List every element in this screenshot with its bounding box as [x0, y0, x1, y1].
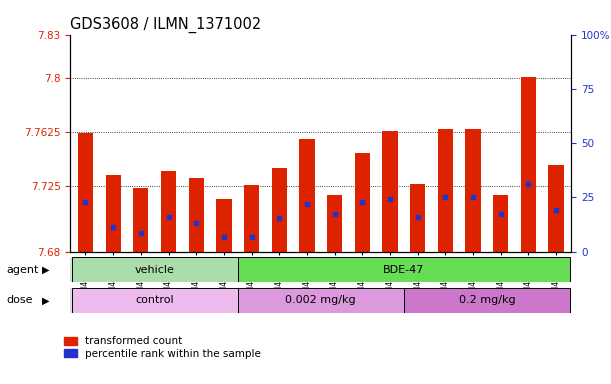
- Bar: [404, 288, 570, 313]
- Text: GDS3608 / ILMN_1371002: GDS3608 / ILMN_1371002: [70, 17, 262, 33]
- Text: agent: agent: [6, 265, 38, 275]
- Bar: [299, 139, 315, 252]
- Bar: [238, 257, 570, 282]
- Bar: [244, 185, 259, 252]
- Bar: [549, 165, 564, 252]
- Text: ▶: ▶: [42, 295, 49, 306]
- Bar: [382, 131, 398, 252]
- Bar: [161, 170, 176, 252]
- Text: ▶: ▶: [42, 265, 49, 275]
- Text: dose: dose: [6, 295, 32, 306]
- Text: control: control: [136, 295, 174, 306]
- Bar: [189, 178, 204, 252]
- Bar: [354, 153, 370, 252]
- Bar: [521, 76, 536, 252]
- Legend: transformed count, percentile rank within the sample: transformed count, percentile rank withi…: [64, 336, 262, 359]
- Bar: [71, 257, 238, 282]
- Bar: [437, 129, 453, 252]
- Bar: [493, 195, 508, 252]
- Text: BDE-47: BDE-47: [383, 265, 425, 275]
- Text: vehicle: vehicle: [135, 265, 175, 275]
- Bar: [216, 199, 232, 252]
- Bar: [106, 175, 121, 252]
- Text: 0.2 mg/kg: 0.2 mg/kg: [458, 295, 515, 306]
- Bar: [466, 129, 481, 252]
- Bar: [327, 195, 342, 252]
- Bar: [238, 288, 404, 313]
- Text: 0.002 mg/kg: 0.002 mg/kg: [285, 295, 356, 306]
- Bar: [78, 133, 93, 252]
- Bar: [133, 188, 148, 252]
- Bar: [272, 168, 287, 252]
- Bar: [410, 184, 425, 252]
- Bar: [71, 288, 238, 313]
